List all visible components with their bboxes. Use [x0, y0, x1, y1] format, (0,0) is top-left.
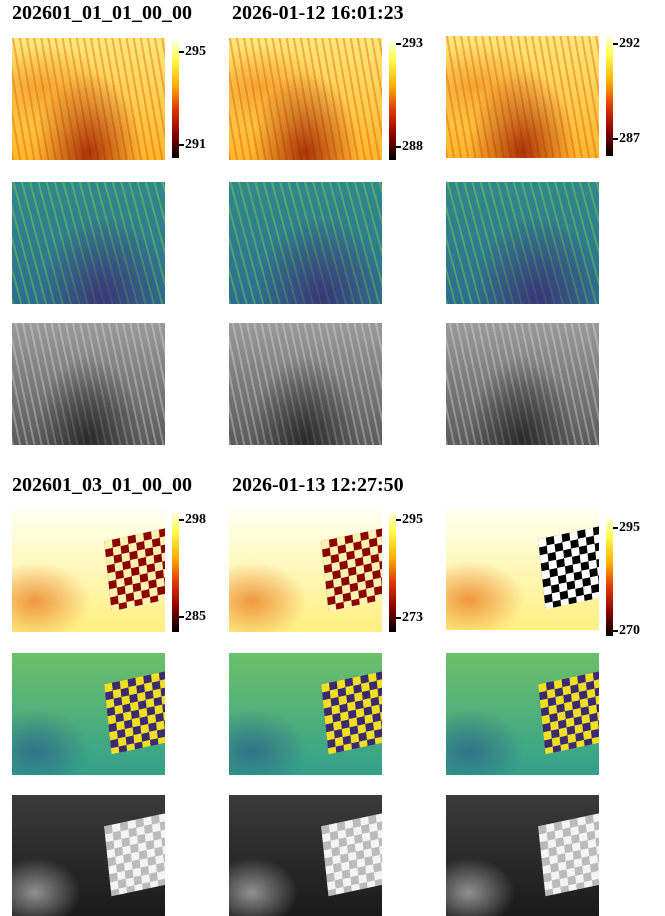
viridis-image [12, 653, 165, 775]
checkerboard [538, 525, 599, 610]
thermal-image [229, 38, 382, 160]
viridis-image [12, 182, 165, 304]
group-id: 202601_01_01_00_00 [12, 2, 192, 25]
gray-image [446, 323, 599, 445]
colorbar-tick [179, 144, 184, 146]
colorbar-tick-label: 295 [402, 513, 423, 527]
colorbar [606, 518, 613, 636]
colorbar [172, 40, 179, 158]
colorbar-tick-label: 288 [402, 140, 423, 154]
colorbar-tick [179, 616, 184, 618]
gray-image [446, 795, 599, 916]
colorbar-tick-label: 293 [402, 37, 423, 51]
colorbar-tick-label: 295 [619, 521, 640, 535]
viridis-image [229, 182, 382, 304]
colorbar-tick [396, 519, 401, 521]
colorbar-tick-label: 292 [619, 37, 640, 51]
colorbar [606, 36, 613, 156]
thermal-image [446, 36, 599, 158]
checkerboard [321, 670, 382, 755]
checkerboard [538, 670, 599, 755]
checkerboard [321, 812, 382, 897]
checkerboard [321, 527, 382, 612]
viridis-image [446, 653, 599, 775]
colorbar-tick-label: 291 [185, 138, 206, 152]
gray-image [12, 323, 165, 445]
checkerboard [538, 812, 599, 897]
colorbar-tick [613, 138, 618, 140]
checkerboard [104, 670, 165, 755]
colorbar-tick [396, 43, 401, 45]
colorbar [172, 512, 179, 632]
thermal-image [229, 510, 382, 632]
checkerboard [104, 527, 165, 612]
colorbar-tick [396, 617, 401, 619]
colorbar-tick-label: 287 [619, 132, 640, 146]
colorbar-tick [179, 51, 184, 53]
timestamp: 2026-01-12 16:01:23 [232, 2, 404, 25]
group-id: 202601_03_01_00_00 [12, 474, 192, 497]
thermal-image [12, 510, 165, 632]
viridis-image [229, 653, 382, 775]
gray-image [229, 323, 382, 445]
gray-image [12, 795, 165, 916]
colorbar-tick [396, 146, 401, 148]
colorbar [389, 40, 396, 160]
colorbar [389, 512, 396, 632]
colorbar-tick-label: 298 [185, 513, 206, 527]
colorbar-tick [613, 527, 618, 529]
colorbar-tick-label: 273 [402, 611, 423, 625]
colorbar-tick-label: 270 [619, 624, 640, 638]
thermal-image [12, 38, 165, 160]
thermal-image [446, 508, 599, 630]
figure: 202601_01_01_00_00 2026-01-12 16:01:23 295… [0, 0, 665, 916]
colorbar-tick-label: 295 [185, 45, 206, 59]
timestamp: 2026-01-13 12:27:50 [232, 474, 404, 497]
colorbar-tick-label: 285 [185, 610, 206, 624]
colorbar-tick [179, 519, 184, 521]
gray-image [229, 795, 382, 916]
colorbar-tick [613, 43, 618, 45]
checkerboard [104, 812, 165, 897]
viridis-image [446, 182, 599, 304]
colorbar-tick [613, 630, 618, 632]
